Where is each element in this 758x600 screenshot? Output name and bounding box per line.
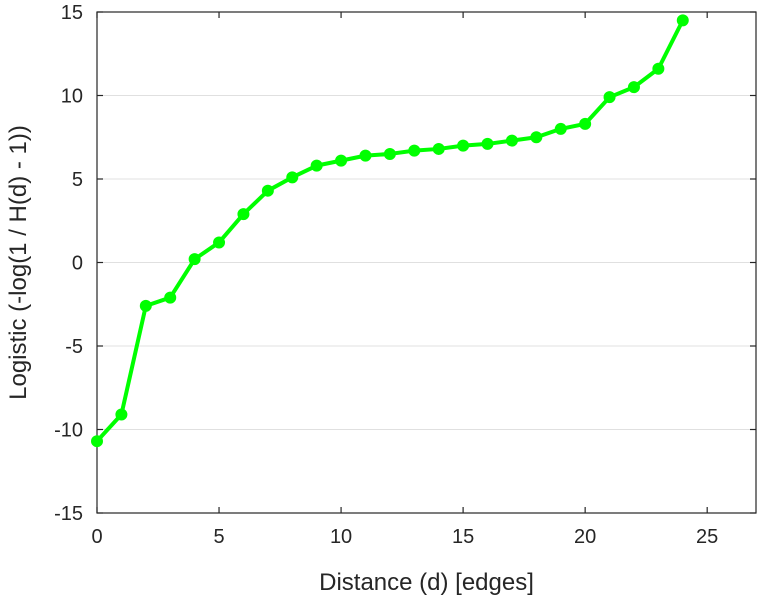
data-point <box>676 14 689 27</box>
data-point <box>335 154 348 167</box>
data-point <box>188 253 201 266</box>
data-point <box>530 131 543 144</box>
data-point <box>432 142 445 155</box>
x-axis-label: Distance (d) [edges] <box>319 569 534 596</box>
x-tick-label: 20 <box>574 526 596 548</box>
data-point <box>115 408 128 421</box>
data-point <box>408 144 421 157</box>
x-tick-label: 15 <box>452 526 474 548</box>
tick-labels: 0 5 10 15 20 25 -15 -10 -5 0 5 10 15 <box>54 2 718 548</box>
data-point <box>213 236 226 249</box>
data-point <box>286 171 299 184</box>
data-point <box>359 149 372 162</box>
x-tick-label: 5 <box>213 526 224 548</box>
y-tick-label: -15 <box>54 503 83 525</box>
data-point <box>652 62 665 75</box>
y-tick-label: 5 <box>72 169 83 191</box>
grid-lines <box>97 95 756 430</box>
y-tick-label: 10 <box>61 86 83 108</box>
series-layer <box>91 14 689 448</box>
data-point <box>579 117 592 130</box>
data-point <box>237 208 250 221</box>
axes <box>96 11 757 514</box>
data-point <box>627 81 640 94</box>
data-point <box>91 435 103 448</box>
data-point <box>383 147 396 160</box>
y-tick-label: 0 <box>72 253 83 275</box>
x-tick-label: 0 <box>91 526 102 548</box>
data-point <box>603 91 616 104</box>
data-point <box>139 299 152 312</box>
y-tick-label: 15 <box>61 2 83 24</box>
y-tick-label: -10 <box>54 420 83 442</box>
series-line <box>95 19 685 443</box>
data-point <box>164 291 177 304</box>
data-point <box>261 184 274 197</box>
data-point <box>554 122 567 135</box>
data-point <box>505 134 518 147</box>
x-tick-label: 25 <box>696 526 718 548</box>
data-point <box>310 159 323 172</box>
y-axis-label: Logistic (-log(1 / H(d) - 1)) <box>5 125 32 400</box>
y-tick-label: -5 <box>65 336 83 358</box>
data-point <box>481 137 494 150</box>
x-tick-label: 10 <box>330 526 352 548</box>
data-point <box>457 139 470 152</box>
